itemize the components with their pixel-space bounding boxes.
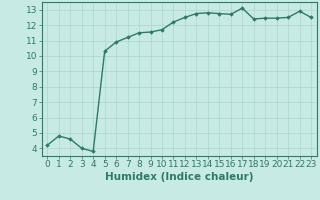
X-axis label: Humidex (Indice chaleur): Humidex (Indice chaleur) (105, 172, 253, 182)
